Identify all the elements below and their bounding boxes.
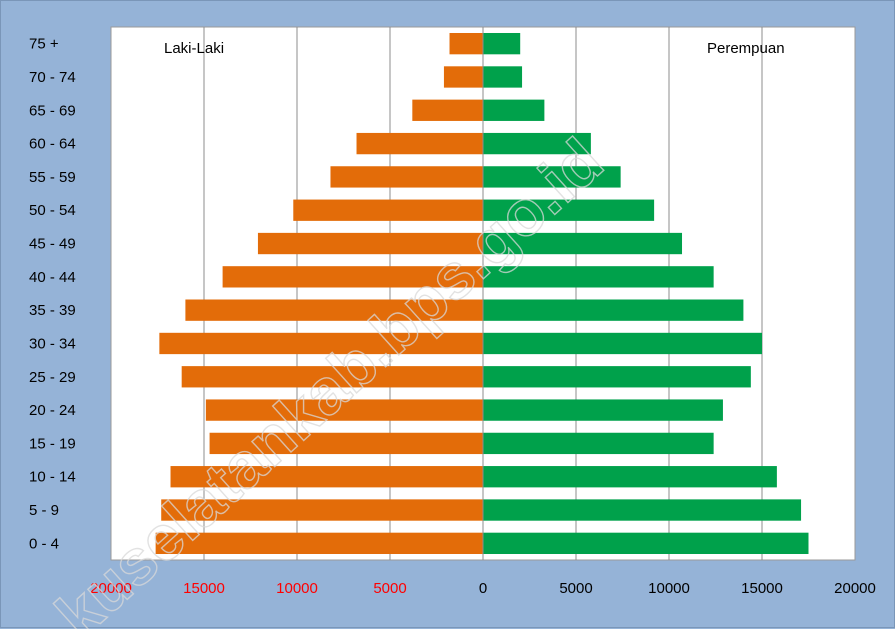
- bar-laki-laki-12: [356, 132, 483, 155]
- bar-laki-laki-4: [205, 399, 484, 421]
- age-group-label: 70 - 74: [29, 69, 76, 86]
- bar-perempuan-4: [483, 399, 723, 421]
- bar-laki-laki-5: [181, 366, 483, 388]
- bar-perempuan-6: [483, 332, 762, 355]
- age-group-label: 20 - 24: [29, 402, 76, 419]
- bar-laki-laki-14: [443, 66, 483, 88]
- x-tick-label: 5000: [559, 580, 592, 597]
- legend-perempuan: Perempuan: [707, 40, 785, 57]
- age-group-label: 45 - 49: [29, 236, 76, 253]
- x-tick-label: 5000: [373, 580, 406, 597]
- x-tick-label: 15000: [183, 580, 225, 597]
- age-group-label: 50 - 54: [29, 202, 76, 219]
- x-tick-label: 10000: [276, 580, 318, 597]
- age-group-label: 10 - 14: [29, 469, 76, 486]
- bar-perempuan-12: [483, 132, 591, 155]
- bar-laki-laki-6: [159, 332, 484, 355]
- age-group-label: 35 - 39: [29, 302, 76, 319]
- bar-laki-laki-9: [257, 232, 483, 255]
- bar-perempuan-0: [483, 532, 809, 555]
- age-group-label: 75 +: [29, 36, 59, 53]
- bar-perempuan-9: [483, 232, 683, 255]
- x-tick-label: 15000: [741, 580, 783, 597]
- bar-perempuan-7: [483, 299, 744, 321]
- bar-laki-laki-2: [170, 466, 483, 488]
- bar-laki-laki-3: [209, 432, 483, 455]
- age-group-label: 60 - 64: [29, 136, 76, 153]
- bar-laki-laki-11: [330, 166, 483, 188]
- bar-laki-laki-15: [449, 32, 483, 55]
- legend-laki-laki: Laki-Laki: [164, 40, 224, 57]
- bars: [155, 27, 809, 560]
- bar-laki-laki-8: [222, 266, 483, 288]
- bar-perempuan-1: [483, 499, 802, 521]
- bar-laki-laki-10: [293, 199, 483, 221]
- x-tick-label: 20000: [90, 580, 132, 597]
- x-tick-label: 0: [479, 580, 487, 597]
- bar-perempuan-13: [483, 99, 545, 121]
- age-group-label: 5 - 9: [29, 502, 59, 519]
- bar-laki-laki-0: [155, 532, 483, 555]
- bar-perempuan-3: [483, 432, 714, 455]
- x-tick-label: 20000: [834, 580, 876, 597]
- bar-perempuan-2: [483, 466, 777, 488]
- age-group-label: 25 - 29: [29, 369, 76, 386]
- age-group-label: 15 - 19: [29, 435, 76, 452]
- bar-perempuan-14: [483, 66, 523, 88]
- age-group-label: 0 - 4: [29, 535, 59, 552]
- bar-laki-laki-1: [161, 499, 483, 521]
- bar-perempuan-15: [483, 32, 521, 55]
- x-tick-label: 10000: [648, 580, 690, 597]
- bar-perempuan-5: [483, 366, 751, 388]
- bar-laki-laki-13: [412, 99, 483, 121]
- bar-perempuan-8: [483, 266, 714, 288]
- bar-perempuan-11: [483, 166, 621, 188]
- bar-laki-laki-7: [185, 299, 483, 321]
- age-group-label: 55 - 59: [29, 169, 76, 186]
- y-axis-labels: 0 - 4 5 - 9 10 - 14 15 - 19 20 - 24 25 - 29 30…: [29, 36, 76, 553]
- age-group-label: 30 - 34: [29, 335, 76, 352]
- age-group-label: 65 - 69: [29, 102, 76, 119]
- age-group-label: 40 - 44: [29, 269, 76, 286]
- bar-perempuan-10: [483, 199, 655, 221]
- x-axis-labels: 20000 15000 10000 5000 0 5000 10000 15000 20000: [90, 580, 876, 597]
